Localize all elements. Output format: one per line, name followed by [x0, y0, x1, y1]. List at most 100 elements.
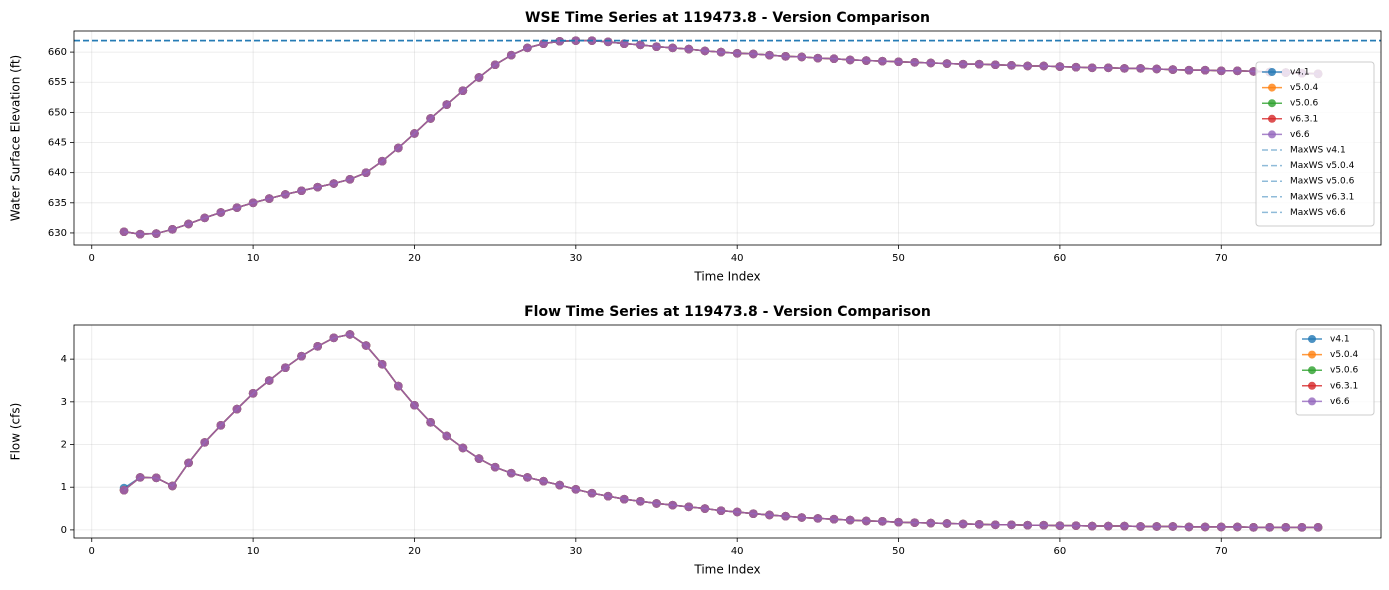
marker	[1136, 64, 1145, 73]
x-tick-label: 60	[1054, 253, 1067, 264]
marker	[1023, 520, 1032, 530]
marker	[216, 208, 226, 217]
marker	[1104, 521, 1113, 531]
marker	[974, 520, 984, 529]
plot-area	[74, 36, 1381, 239]
marker	[942, 519, 952, 528]
marker	[958, 59, 968, 69]
y-tick-label: 630	[48, 228, 67, 239]
marker	[829, 54, 839, 64]
marker	[1216, 522, 1226, 532]
marker	[313, 342, 322, 351]
marker	[200, 213, 209, 223]
marker	[1200, 65, 1210, 75]
marker	[700, 46, 710, 56]
legend-marker	[1268, 99, 1276, 108]
legend-marker	[1308, 350, 1316, 359]
marker	[878, 56, 887, 66]
y-tick-label: 1	[61, 482, 67, 493]
marker	[991, 60, 1000, 70]
marker	[361, 168, 371, 177]
marker	[749, 49, 758, 59]
marker	[700, 504, 710, 513]
marker	[1168, 65, 1178, 74]
x-tick-label: 60	[1054, 546, 1067, 557]
marker	[974, 59, 984, 69]
y-tick-label: 650	[48, 107, 67, 118]
legend-label: v5.0.6	[1330, 366, 1359, 376]
marker	[490, 60, 500, 70]
marker	[555, 36, 564, 46]
legend-frame	[1295, 328, 1375, 416]
marker	[571, 36, 581, 45]
marker	[636, 40, 645, 50]
marker	[1039, 520, 1049, 530]
marker	[119, 485, 129, 495]
marker	[490, 462, 500, 472]
marker	[894, 517, 903, 527]
marker	[716, 506, 726, 515]
marker	[458, 443, 468, 453]
y-tick-label: 660	[48, 47, 67, 58]
x-tick-label: 10	[247, 253, 260, 264]
y-axis-label: Flow (cfs)	[9, 403, 23, 461]
y-tick-label: 640	[48, 168, 67, 179]
marker	[135, 229, 145, 239]
marker	[878, 517, 887, 526]
marker	[248, 198, 258, 208]
y-tick-label: 3	[61, 397, 67, 408]
marker	[991, 520, 1000, 530]
legend-label: v6.6	[1290, 130, 1310, 140]
marker	[1297, 523, 1307, 532]
marker	[361, 341, 371, 350]
marker	[248, 388, 258, 398]
x-tick-label: 70	[1215, 546, 1228, 557]
marker	[926, 58, 936, 68]
marker	[200, 438, 209, 447]
marker	[523, 43, 532, 53]
y-tick-label: 2	[61, 440, 67, 451]
marker	[845, 55, 855, 65]
legend-marker	[1268, 83, 1276, 92]
marker	[1087, 63, 1097, 73]
legend-label: MaxWS v6.6	[1290, 208, 1346, 218]
marker	[1120, 64, 1129, 73]
series-line	[123, 333, 1319, 529]
marker	[732, 49, 742, 58]
legend-marker	[1308, 381, 1316, 390]
x-tick-label: 0	[89, 253, 95, 264]
marker	[506, 468, 516, 478]
marker	[1023, 61, 1032, 71]
series-line	[123, 333, 1319, 529]
y-tick-label: 4	[61, 354, 67, 365]
marker	[829, 514, 839, 524]
marker	[151, 229, 161, 238]
legend-label: v6.3.1	[1290, 114, 1318, 124]
marker	[1168, 522, 1178, 531]
marker	[281, 190, 290, 199]
marker	[684, 502, 694, 512]
marker	[458, 86, 468, 95]
marker	[539, 39, 548, 48]
x-tick-label: 20	[408, 546, 421, 557]
marker	[442, 100, 452, 109]
legend-label: v5.0.4	[1290, 83, 1319, 93]
marker	[168, 225, 177, 234]
marker	[329, 179, 339, 188]
legend-label: v5.0.4	[1330, 350, 1359, 360]
x-tick-label: 20	[408, 253, 421, 264]
marker	[410, 400, 419, 410]
legend: v4.1 v5.0.4 v5.0.6 v6.3.1 v6.6 MaxWS v4.1 MaxW…	[1255, 61, 1375, 227]
marker	[264, 194, 274, 203]
marker	[894, 57, 903, 67]
marker	[587, 488, 597, 498]
marker	[168, 481, 177, 491]
legend-label: MaxWS v5.0.6	[1290, 177, 1355, 187]
marker	[297, 351, 306, 361]
y-tick-label: 0	[61, 525, 67, 536]
marker	[1055, 521, 1065, 530]
marker	[845, 515, 855, 525]
axes-frame	[73, 324, 1382, 539]
marker	[765, 50, 774, 60]
legend-marker	[1308, 397, 1316, 406]
